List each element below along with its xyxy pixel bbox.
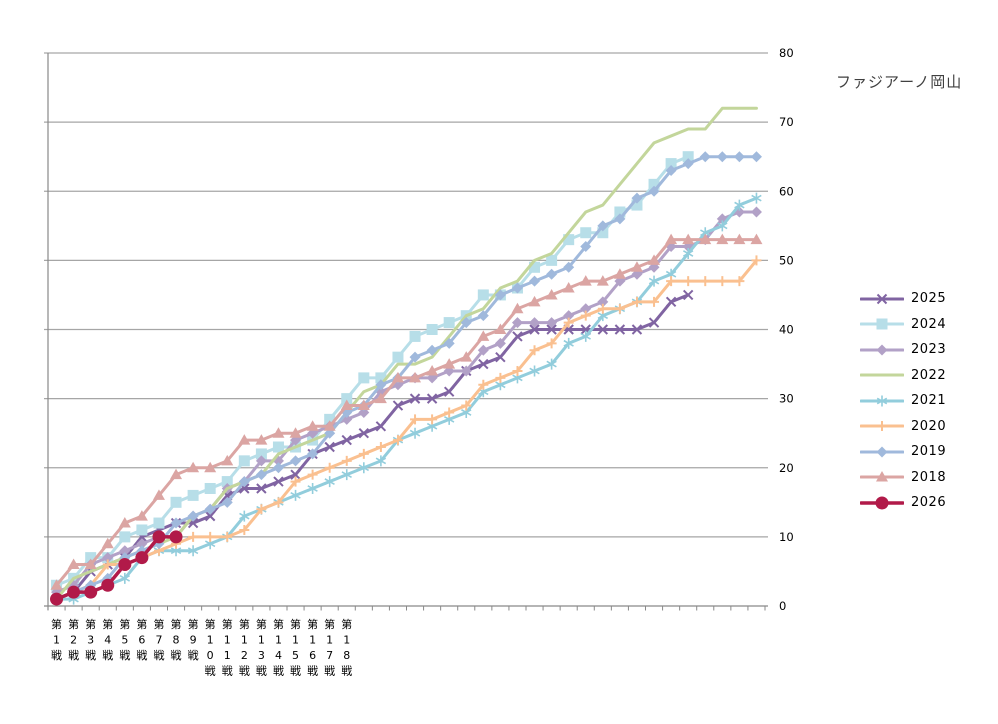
- series-2018: [50, 233, 763, 590]
- x-axis-ticks: [47, 606, 766, 611]
- y-tick-label: 40: [779, 323, 794, 337]
- legend-swatch-2022-icon: [860, 373, 904, 377]
- legend-item-2025: 2025: [860, 286, 946, 312]
- legend-item-2022: 2022: [860, 363, 946, 389]
- chart-title: ファジアーノ岡山: [836, 73, 963, 91]
- series-2020: [51, 255, 762, 605]
- legend-label: 2024: [911, 316, 947, 332]
- y-tick-label: 20: [779, 461, 794, 475]
- legend-label: 2026: [911, 495, 947, 511]
- legend-swatch-2021-icon: [860, 395, 904, 407]
- y-tick-label: 0: [779, 599, 786, 613]
- legend-label: 2022: [911, 367, 947, 383]
- legend-item-2020: 2020: [860, 414, 946, 440]
- legend-swatch-2023-icon: [860, 344, 904, 356]
- legend: 2025 2024 2023 2022 2021 2020 2019 2018 2026: [860, 286, 946, 516]
- legend-swatch-2018-icon: [860, 471, 904, 482]
- legend-label: 2021: [911, 393, 947, 409]
- series-2024: [51, 151, 694, 591]
- y-tick-label: 80: [779, 46, 794, 60]
- y-tick-label: 30: [779, 392, 794, 406]
- legend-item-2024: 2024: [860, 312, 946, 338]
- legend-item-2021: 2021: [860, 388, 946, 414]
- legend-label: 2019: [911, 444, 947, 460]
- legend-swatch-2024-icon: [860, 318, 904, 330]
- y-axis-labels: 0 10 20 30 40 50 60 70 80: [779, 46, 794, 613]
- legend-item-2023: 2023: [860, 337, 946, 363]
- legend-item-2019: 2019: [860, 439, 946, 465]
- legend-label: 2018: [911, 469, 947, 485]
- legend-label: 2020: [911, 418, 947, 434]
- legend-swatch-2020-icon: [860, 421, 904, 432]
- legend-item-2026: 2026: [860, 490, 946, 516]
- legend-label: 2025: [911, 291, 947, 307]
- x-axis-labels: 第 1 戦第 2 戦第 3 戦第 4 戦第 5 戦第 6 戦第 7 戦第 8 戦第 9 戦第 1 0 戦第 1 1 戦第 1 2 戦第…: [51, 617, 352, 678]
- legend-swatch-2026-icon: [860, 496, 904, 510]
- legend-swatch-2019-icon: [860, 446, 904, 458]
- y-tick-label: 60: [779, 184, 794, 198]
- legend-swatch-2025-icon: [860, 293, 904, 304]
- y-tick-label: 70: [779, 115, 794, 129]
- y-tick-label: 50: [779, 253, 794, 267]
- legend-label: 2023: [911, 342, 947, 358]
- y-tick-label: 10: [779, 530, 794, 544]
- series-2026: [50, 530, 183, 606]
- gridlines: [44, 52, 768, 607]
- legend-item-2018: 2018: [860, 465, 946, 491]
